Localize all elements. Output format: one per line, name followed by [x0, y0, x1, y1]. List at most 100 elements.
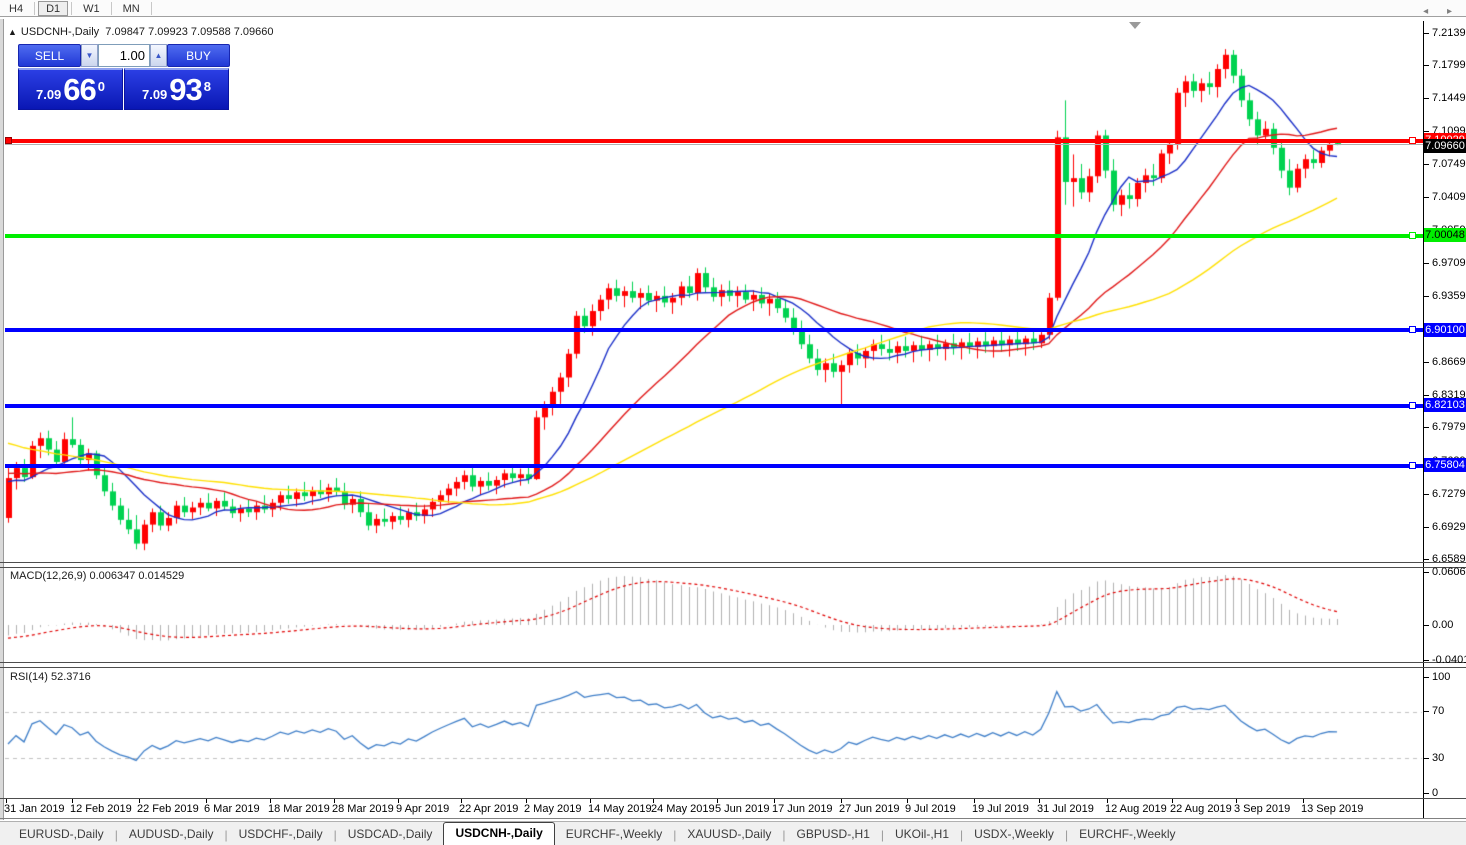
symbol-tab-eurusd-daily[interactable]: EURUSD-,Daily: [19, 827, 104, 841]
symbol-tab-ukoil-h1[interactable]: UKOil-,H1: [895, 827, 950, 841]
symbol-tab-usdchf-daily[interactable]: USDCHF-,Daily: [238, 827, 323, 841]
buy-price-pipette: 8: [203, 79, 212, 94]
level-line-handle[interactable]: [1409, 231, 1416, 239]
time-axis-label: 5 Jun 2019: [715, 803, 770, 815]
macd-pane-bottom-border[interactable]: [0, 662, 1466, 663]
level-line-handle[interactable]: [1409, 136, 1416, 144]
tab-separator: |: [333, 828, 337, 842]
time-axis-tick: [206, 799, 207, 803]
time-axis-tick: [6, 799, 7, 803]
chart-title: ▲ USDCNH-,Daily 7.09847 7.09923 7.09588 7…: [8, 26, 274, 38]
price-pane-bottom-border[interactable]: [0, 562, 1466, 563]
time-axis-tick: [139, 799, 140, 803]
tab-separator: |: [880, 828, 884, 842]
time-axis-tick: [717, 799, 718, 803]
volume-decrease-button[interactable]: ▼: [81, 44, 98, 67]
time-axis-tick: [774, 799, 775, 803]
price-axis-label: 6.93590: [1432, 290, 1466, 302]
price-axis-label: 6.69290: [1432, 521, 1466, 533]
tab-separator: |: [224, 828, 228, 842]
collapse-triangle-icon[interactable]: ▲: [8, 27, 17, 37]
symbol-tab-usdcnh-daily[interactable]: USDCNH-,Daily: [443, 822, 555, 845]
sell-price-box[interactable]: 7.09 66 0: [18, 68, 123, 110]
price-axis-label: 6.97090: [1432, 257, 1466, 269]
level-line-handle[interactable]: [1409, 461, 1416, 469]
macd-pane-top-border[interactable]: [0, 567, 1466, 568]
buy-price-major: 7.09: [141, 87, 168, 102]
symbol-tab-eurchf-weekly[interactable]: EURCHF-,Weekly: [565, 827, 663, 841]
time-axis-label: 31 Jul 2019: [1037, 803, 1094, 815]
time-axis-label: 12 Aug 2019: [1105, 803, 1167, 815]
time-axis-tick: [907, 799, 908, 803]
macd-axis-label: -0.040152: [1432, 654, 1466, 666]
time-axis-tick: [334, 799, 335, 803]
sell-button[interactable]: SELL: [18, 44, 81, 67]
chart-shift-marker-icon[interactable]: [1129, 22, 1141, 29]
tab-scroll-arrows[interactable]: ◂ ▸: [1423, 6, 1460, 17]
price-axis-tick: [1424, 527, 1429, 528]
price-axis-label: 6.79790: [1432, 421, 1466, 433]
price-axis-label: 6.65890: [1432, 553, 1466, 565]
time-axis-tick: [1236, 799, 1237, 803]
level-line-6.901[interactable]: [5, 326, 1423, 334]
level-line-6.82103[interactable]: [5, 401, 1423, 409]
rsi-axis-tick: [1424, 758, 1429, 759]
macd-axis-label: 0.00: [1432, 619, 1454, 631]
rsi-indicator-label: RSI(14) 52.3716: [10, 671, 91, 683]
price-axis-tick: [1424, 33, 1429, 34]
buy-button[interactable]: BUY: [167, 44, 230, 67]
buy-price-box[interactable]: 7.09 93 8: [124, 68, 229, 110]
symbol-tab-eurchf-weekly[interactable]: EURCHF-,Weekly: [1079, 827, 1176, 841]
rsi-pane-top-border[interactable]: [0, 667, 1466, 668]
price-badge-6.75804: 6.75804: [1424, 458, 1466, 472]
symbol-tab-gbpusd-h1[interactable]: GBPUSD-,H1: [796, 827, 870, 841]
symbol-tab-usdx-weekly[interactable]: USDX-,Weekly: [974, 827, 1054, 841]
time-axis-tick: [1039, 799, 1040, 803]
level-line-left-handle[interactable]: [5, 136, 12, 144]
price-axis-label: 6.86690: [1432, 356, 1466, 368]
level-line-7.10029[interactable]: [5, 136, 1423, 144]
price-axis-tick: [1424, 131, 1429, 132]
price-axis-label: 7.04090: [1432, 191, 1466, 203]
price-axis-label: 7.21390: [1432, 27, 1466, 39]
time-axis-label: 2 May 2019: [524, 803, 582, 815]
price-axis-tick: [1424, 263, 1429, 264]
rsi-axis-label: 30: [1432, 752, 1445, 764]
price-badge-7.09660: 7.09660: [1424, 139, 1466, 153]
level-line-handle[interactable]: [1409, 401, 1416, 409]
time-axis-tick: [461, 799, 462, 803]
time-axis-label: 22 Apr 2019: [459, 803, 519, 815]
macd-axis-label: 0.060674: [1432, 566, 1466, 578]
volume-increase-button[interactable]: ▲: [150, 44, 167, 67]
price-axis-label: 7.17990: [1432, 59, 1466, 71]
tab-separator: |: [114, 828, 118, 842]
level-line-7.00048[interactable]: [5, 231, 1423, 239]
time-axis-label: 18 Mar 2019: [268, 803, 330, 815]
symbol-tab-usdcad-daily[interactable]: USDCAD-,Daily: [347, 827, 433, 841]
time-axis-label: 13 Sep 2019: [1301, 803, 1364, 815]
symbol-tab-xauusd-daily[interactable]: XAUUSD-,Daily: [687, 827, 772, 841]
price-axis-tick: [1424, 65, 1429, 66]
price-axis-label: 7.14490: [1432, 92, 1466, 104]
sell-price-major: 7.09: [35, 87, 62, 102]
time-axis-label: 9 Apr 2019: [396, 803, 450, 815]
volume-input[interactable]: [98, 44, 150, 67]
time-axis-label: 19 Jul 2019: [972, 803, 1029, 815]
tab-separator: |: [960, 828, 964, 842]
time-axis-label: 9 Jul 2019: [905, 803, 956, 815]
time-axis-tick: [1172, 799, 1173, 803]
price-axis-tick: [1424, 362, 1429, 363]
price-axis-tick: [1424, 296, 1429, 297]
price-axis-label: 6.72790: [1432, 488, 1466, 500]
time-axis-label: 12 Feb 2019: [70, 803, 132, 815]
symbol-tab-audusd-daily[interactable]: AUDUSD-,Daily: [128, 827, 214, 841]
rsi-axis-label: 0: [1432, 787, 1439, 799]
level-line-handle[interactable]: [1409, 326, 1416, 334]
level-line-6.75804[interactable]: [5, 461, 1423, 469]
price-axis-tick: [1424, 197, 1429, 198]
price-axis-tick: [1424, 427, 1429, 428]
price-axis-tick: [1424, 98, 1429, 99]
macd-axis-tick: [1424, 572, 1429, 573]
